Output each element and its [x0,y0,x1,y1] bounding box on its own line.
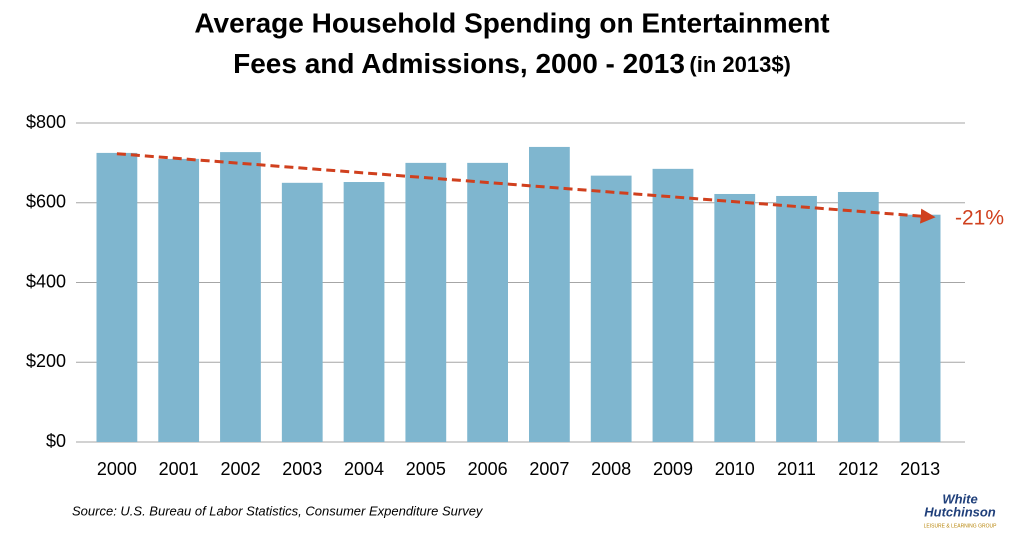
bar [158,158,200,442]
x-tick-label: 2005 [406,459,446,479]
bar [837,191,879,442]
x-tick-label: 2004 [344,459,384,479]
x-tick-label: 2002 [220,459,260,479]
bar [281,182,323,442]
x-tick-label: 2007 [529,459,569,479]
y-tick-label: $200 [26,351,66,371]
logo-text: LEISURE & LEARNING GROUP [924,523,997,529]
y-tick-label: $0 [46,431,66,451]
bar [467,162,508,442]
logo-text: Hutchinson [924,504,996,519]
y-tick-label: $800 [26,112,66,132]
bar [776,195,817,442]
x-tick-label: 2001 [159,459,199,479]
chart-title-suffix: (in 2013$) [689,52,791,77]
x-tick-label: 2009 [653,459,693,479]
chart-title: Average Household Spending on Entertainm… [194,7,829,38]
bar [220,152,261,442]
bar [343,182,385,442]
bar [405,162,447,442]
bar [590,175,632,442]
x-tick-label: 2013 [900,459,940,479]
source-note: Source: U.S. Bureau of Labor Statistics,… [72,503,484,518]
bar [714,193,756,442]
chart-title-line: Fees and Admissions, 2000 - 2013 [233,48,685,79]
bar [96,152,138,442]
x-tick-label: 2000 [97,459,137,479]
chart-title: Fees and Admissions, 2000 - 2013 (in 201… [233,48,791,79]
x-tick-label: 2008 [591,459,631,479]
x-tick-label: 2010 [715,459,755,479]
bar [652,168,694,442]
x-tick-label: 2003 [282,459,322,479]
logo-text: White [942,491,977,506]
x-tick-label: 2011 [777,459,816,479]
logo: White Hutchinson LEISURE & LEARNING GROU… [924,491,997,529]
trend-line [116,152,936,224]
x-tick-label: 2006 [468,459,508,479]
trend-label: -21% [955,206,1004,229]
bar [529,146,570,443]
bar [899,214,941,442]
y-tick-label: $400 [26,271,66,291]
y-tick-label: $600 [26,192,66,212]
x-tick-label: 2012 [838,459,878,479]
